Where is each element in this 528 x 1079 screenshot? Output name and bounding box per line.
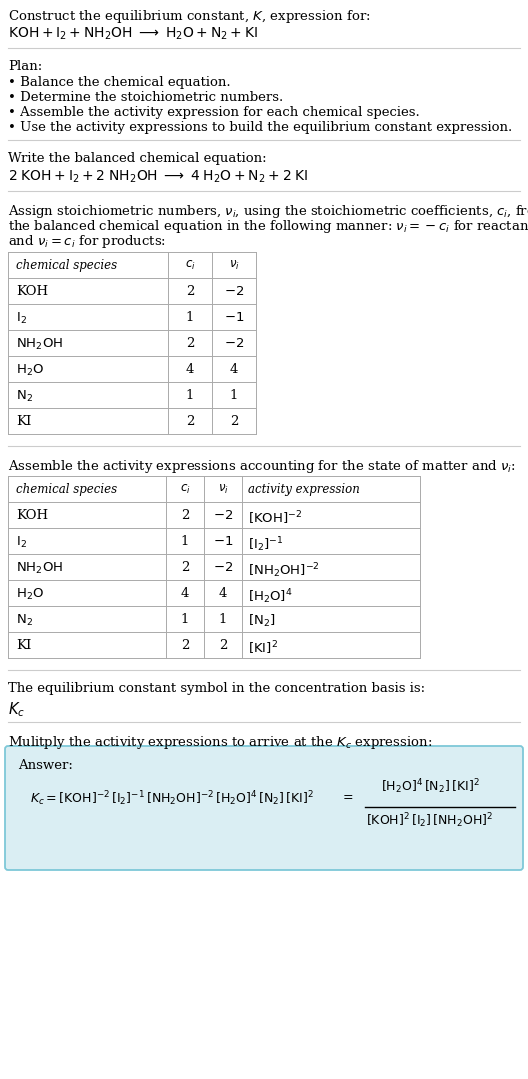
Text: • Use the activity expressions to build the equilibrium constant expression.: • Use the activity expressions to build … [8, 121, 512, 134]
Text: Construct the equilibrium constant, $K$, expression for:: Construct the equilibrium constant, $K$,… [8, 8, 371, 25]
Text: 2: 2 [186, 337, 194, 350]
Text: 2: 2 [230, 415, 238, 428]
Text: $-1$: $-1$ [213, 535, 233, 548]
Text: KI: KI [16, 415, 31, 428]
Text: KI: KI [16, 639, 31, 652]
Text: • Balance the chemical equation.: • Balance the chemical equation. [8, 76, 231, 88]
Text: • Assemble the activity expression for each chemical species.: • Assemble the activity expression for e… [8, 106, 420, 119]
Text: $\mathrm{2\;KOH + I_2 + 2\;NH_2OH} \;\longrightarrow\; \mathrm{4\;H_2O + N_2 + 2: $\mathrm{2\;KOH + I_2 + 2\;NH_2OH} \;\lo… [8, 169, 308, 186]
Text: 4: 4 [181, 587, 189, 600]
Text: $\nu_i$: $\nu_i$ [229, 259, 239, 272]
Text: 2: 2 [181, 639, 189, 652]
Text: $\mathrm{NH_2OH}$: $\mathrm{NH_2OH}$ [16, 337, 63, 352]
Text: $\nu_i$: $\nu_i$ [218, 483, 229, 496]
Text: $K_c = [\mathrm{KOH}]^{-2}\,[\mathrm{I_2}]^{-1}\,[\mathrm{NH_2OH}]^{-2}\,[\mathr: $K_c = [\mathrm{KOH}]^{-2}\,[\mathrm{I_2… [30, 789, 314, 808]
Text: $K_c$: $K_c$ [8, 700, 25, 719]
Text: $-1$: $-1$ [224, 311, 244, 324]
Text: chemical species: chemical species [16, 483, 117, 496]
Text: 1: 1 [181, 535, 189, 548]
Text: $-2$: $-2$ [213, 561, 233, 574]
Text: $\mathrm{H_2O}$: $\mathrm{H_2O}$ [16, 363, 44, 378]
Text: $c_i$: $c_i$ [180, 483, 191, 496]
Text: 1: 1 [230, 390, 238, 402]
Text: 4: 4 [230, 363, 238, 375]
Text: $[\mathrm{H_2O}]^{4}\,[\mathrm{N_2}]\,[\mathrm{KI}]^{2}$: $[\mathrm{H_2O}]^{4}\,[\mathrm{N_2}]\,[\… [381, 777, 479, 795]
Text: $[\mathrm{I_2}]^{-1}$: $[\mathrm{I_2}]^{-1}$ [248, 535, 284, 554]
Text: $\mathrm{KOH + I_2 + NH_2OH} \;\longrightarrow\; \mathrm{H_2O + N_2 + KI}$: $\mathrm{KOH + I_2 + NH_2OH} \;\longrigh… [8, 26, 258, 42]
Text: 1: 1 [219, 613, 227, 626]
Text: chemical species: chemical species [16, 259, 117, 272]
Text: $\mathrm{I_2}$: $\mathrm{I_2}$ [16, 311, 27, 326]
Text: $-2$: $-2$ [224, 285, 244, 298]
Text: The equilibrium constant symbol in the concentration basis is:: The equilibrium constant symbol in the c… [8, 682, 425, 695]
Text: $\mathrm{N_2}$: $\mathrm{N_2}$ [16, 390, 33, 405]
Text: KOH: KOH [16, 285, 48, 298]
FancyBboxPatch shape [5, 746, 523, 870]
Text: 2: 2 [219, 639, 227, 652]
Text: activity expression: activity expression [248, 483, 360, 496]
Text: $[\mathrm{N_2}]$: $[\mathrm{N_2}]$ [248, 613, 276, 629]
Text: the balanced chemical equation in the following manner: $\nu_i = -c_i$ for react: the balanced chemical equation in the fo… [8, 218, 528, 235]
Text: $\mathrm{H_2O}$: $\mathrm{H_2O}$ [16, 587, 44, 602]
Text: $[\mathrm{NH_2OH}]^{-2}$: $[\mathrm{NH_2OH}]^{-2}$ [248, 561, 320, 579]
Text: $\mathrm{N_2}$: $\mathrm{N_2}$ [16, 613, 33, 628]
Text: Answer:: Answer: [18, 759, 73, 771]
Text: 2: 2 [186, 285, 194, 298]
Text: $-2$: $-2$ [213, 509, 233, 522]
Text: Assign stoichiometric numbers, $\nu_i$, using the stoichiometric coefficients, $: Assign stoichiometric numbers, $\nu_i$, … [8, 203, 528, 220]
Text: $[\mathrm{KOH}]^{-2}$: $[\mathrm{KOH}]^{-2}$ [248, 509, 302, 527]
Text: 1: 1 [186, 311, 194, 324]
Text: $c_i$: $c_i$ [185, 259, 195, 272]
Text: $-2$: $-2$ [224, 337, 244, 350]
Text: $[\mathrm{KOH}]^{2}\,[\mathrm{I_2}]\,[\mathrm{NH_2OH}]^{2}$: $[\mathrm{KOH}]^{2}\,[\mathrm{I_2}]\,[\m… [366, 811, 494, 830]
Text: • Determine the stoichiometric numbers.: • Determine the stoichiometric numbers. [8, 91, 283, 104]
Text: 2: 2 [181, 509, 189, 522]
Text: $\mathrm{NH_2OH}$: $\mathrm{NH_2OH}$ [16, 561, 63, 576]
Text: Plan:: Plan: [8, 60, 42, 73]
Text: Mulitply the activity expressions to arrive at the $K_c$ expression:: Mulitply the activity expressions to arr… [8, 734, 432, 751]
Text: $[\mathrm{H_2O}]^{4}$: $[\mathrm{H_2O}]^{4}$ [248, 587, 293, 605]
Text: 2: 2 [181, 561, 189, 574]
Text: 1: 1 [181, 613, 189, 626]
Text: 4: 4 [186, 363, 194, 375]
Text: Write the balanced chemical equation:: Write the balanced chemical equation: [8, 152, 267, 165]
Text: Assemble the activity expressions accounting for the state of matter and $\nu_i$: Assemble the activity expressions accoun… [8, 457, 516, 475]
Text: and $\nu_i = c_i$ for products:: and $\nu_i = c_i$ for products: [8, 233, 166, 250]
Text: $\mathrm{I_2}$: $\mathrm{I_2}$ [16, 535, 27, 550]
Text: KOH: KOH [16, 509, 48, 522]
Text: 1: 1 [186, 390, 194, 402]
Text: 2: 2 [186, 415, 194, 428]
Text: 4: 4 [219, 587, 227, 600]
Text: $=$: $=$ [340, 789, 354, 802]
Text: $[\mathrm{KI}]^{2}$: $[\mathrm{KI}]^{2}$ [248, 639, 278, 656]
